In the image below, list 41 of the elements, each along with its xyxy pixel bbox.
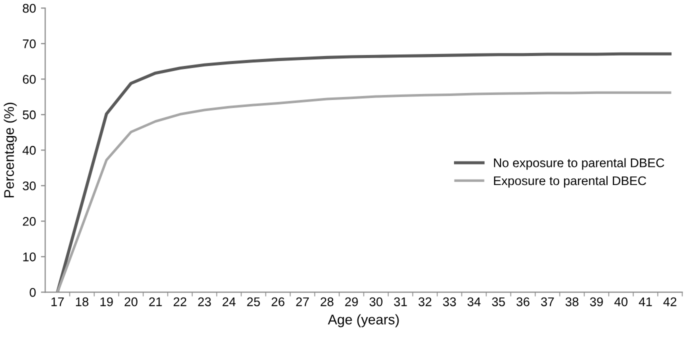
- x-tick-label: 35: [492, 297, 505, 306]
- x-tick-label: 28: [320, 297, 334, 306]
- y-tick-label: 60: [22, 74, 36, 84]
- x-tick-label: 29: [345, 297, 358, 306]
- x-tick-label: 26: [272, 297, 284, 306]
- y-tick-label: 70: [22, 39, 36, 48]
- x-tick-label: 19: [100, 297, 113, 306]
- line-series: [56, 91, 672, 292]
- x-tick-label: 31: [394, 297, 407, 306]
- x-tick-label: 34: [468, 297, 481, 306]
- x-tick-label: 40: [614, 297, 628, 306]
- x-tick-label: 33: [443, 297, 456, 306]
- y-tick-label: 20: [22, 216, 36, 226]
- x-tick-label: 36: [516, 297, 530, 306]
- x-tick-label: 18: [76, 297, 88, 306]
- x-tick-label: 17: [51, 298, 64, 306]
- x-tick-label: 42: [663, 297, 676, 306]
- x-tick-label: 41: [638, 298, 652, 306]
- y-axis-title: Percentage (%): [4, 102, 17, 198]
- legend-label: Exposure to parental DBEC: [494, 176, 646, 188]
- y-tick-label: 50: [22, 110, 36, 120]
- x-tick-label: 24: [222, 297, 236, 306]
- y-tick-label: 30: [22, 181, 36, 190]
- x-tick-label: 38: [566, 297, 578, 306]
- x-tick-label: 27: [296, 297, 309, 306]
- x-axis-title: Age (years): [328, 314, 399, 328]
- x-tick-label: 21: [149, 297, 162, 306]
- x-tick-label: 39: [590, 297, 603, 306]
- x-tick-label: 25: [247, 297, 260, 306]
- y-tick-label: 80: [22, 4, 36, 13]
- x-tick-label: 32: [418, 297, 432, 306]
- y-tick-label: 0: [30, 288, 36, 297]
- x-tick-label: 30: [370, 297, 382, 306]
- x-tick-label: 22: [174, 297, 186, 306]
- y-tick-label: 40: [22, 146, 36, 155]
- line-series: [56, 52, 672, 292]
- x-tick-label: 37: [541, 297, 554, 306]
- x-tick-label: 23: [198, 297, 211, 306]
- x-tick-label: 20: [124, 297, 138, 306]
- legend-label: No exposure to parental DBEC: [494, 158, 664, 170]
- y-tick-label: 10: [23, 252, 36, 262]
